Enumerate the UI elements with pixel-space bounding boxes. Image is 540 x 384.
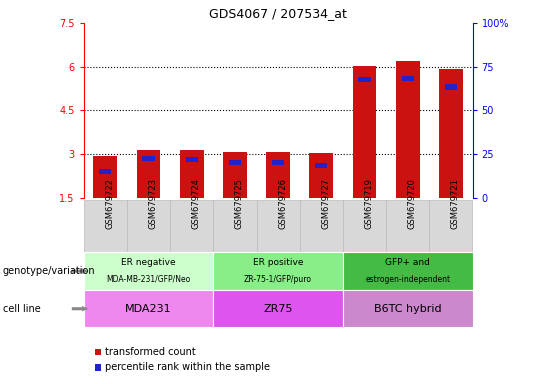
Bar	[213, 290, 343, 327]
Text: ZR-75-1/GFP/puro: ZR-75-1/GFP/puro	[244, 275, 312, 284]
Text: GFP+ and: GFP+ and	[385, 258, 430, 267]
Bar	[99, 169, 111, 174]
Bar	[439, 69, 463, 198]
Bar	[223, 152, 247, 198]
Text: GSM679720: GSM679720	[408, 179, 417, 229]
Bar	[186, 157, 198, 162]
Bar	[343, 200, 386, 252]
Text: GSM679725: GSM679725	[235, 179, 244, 229]
Title: GDS4067 / 207534_at: GDS4067 / 207534_at	[209, 7, 347, 20]
Bar	[170, 200, 213, 252]
Bar	[266, 152, 290, 198]
Bar	[229, 160, 241, 165]
Bar	[127, 200, 170, 252]
Text: cell line: cell line	[3, 304, 40, 314]
Bar	[343, 290, 472, 327]
Bar	[343, 252, 472, 290]
Bar	[84, 252, 213, 290]
Bar	[300, 200, 343, 252]
Text: ZR75: ZR75	[264, 304, 293, 314]
Bar	[396, 61, 420, 198]
Text: ER positive: ER positive	[253, 258, 303, 267]
Text: GSM679723: GSM679723	[148, 178, 158, 229]
Text: genotype/variation: genotype/variation	[3, 266, 96, 276]
Text: GSM679726: GSM679726	[278, 178, 287, 229]
Text: B6TC hybrid: B6TC hybrid	[374, 304, 442, 314]
Bar	[272, 160, 284, 165]
Bar	[402, 76, 414, 81]
Bar	[445, 84, 457, 90]
Bar	[180, 150, 204, 198]
Text: GSM679724: GSM679724	[192, 179, 201, 229]
Bar	[353, 66, 376, 198]
Text: GSM679722: GSM679722	[105, 179, 114, 229]
Bar	[137, 150, 160, 198]
Bar	[256, 200, 300, 252]
Bar	[143, 156, 154, 161]
Text: MDA-MB-231/GFP/Neo: MDA-MB-231/GFP/Neo	[106, 275, 191, 284]
Text: GSM679719: GSM679719	[364, 179, 374, 229]
Text: MDA231: MDA231	[125, 304, 172, 314]
Bar	[359, 77, 370, 83]
Bar	[93, 156, 117, 198]
Text: percentile rank within the sample: percentile rank within the sample	[105, 362, 271, 372]
Bar	[213, 252, 343, 290]
Bar	[213, 200, 256, 252]
Text: ER negative: ER negative	[121, 258, 176, 267]
Bar	[84, 290, 213, 327]
Bar	[386, 200, 429, 252]
Text: GSM679721: GSM679721	[451, 179, 460, 229]
Text: estrogen-independent: estrogen-independent	[365, 275, 450, 284]
Bar	[429, 200, 472, 252]
Text: GSM679727: GSM679727	[321, 178, 330, 229]
Text: transformed count: transformed count	[105, 347, 196, 357]
Bar	[315, 163, 327, 168]
Bar	[84, 200, 127, 252]
Bar	[309, 153, 333, 198]
